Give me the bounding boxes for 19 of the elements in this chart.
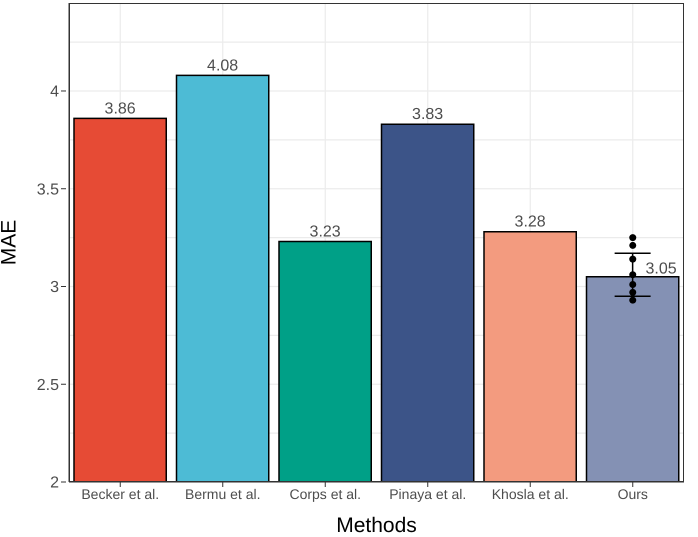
x-tick-label: Bermu et al. <box>185 486 260 502</box>
y-tick-label: 3.5 <box>36 181 60 198</box>
y-tick-label: 2 <box>50 474 60 492</box>
y-tick-label: 3 <box>50 279 60 296</box>
x-tick-label: Corps et al. <box>289 486 362 502</box>
y-tick-label: 2.5 <box>36 376 60 394</box>
y-axis-title: MAE <box>0 220 20 266</box>
data-label: 4.08 <box>207 57 238 74</box>
data-label: 3.05 <box>646 260 677 278</box>
data-label: 3.83 <box>412 106 444 124</box>
data-label: 3.28 <box>514 214 546 231</box>
data-label: 3.23 <box>310 224 341 241</box>
x-tick-label: Pinaya et al. <box>389 486 466 502</box>
y-tick-label: 4 <box>50 84 60 101</box>
x-tick-label: Khosla et al. <box>492 486 569 502</box>
x-tick-label: Ours <box>618 486 648 502</box>
x-axis-title: Methods <box>336 514 417 537</box>
x-tick-label: Becker et al. <box>81 486 160 502</box>
data-label: 3.86 <box>104 100 136 118</box>
